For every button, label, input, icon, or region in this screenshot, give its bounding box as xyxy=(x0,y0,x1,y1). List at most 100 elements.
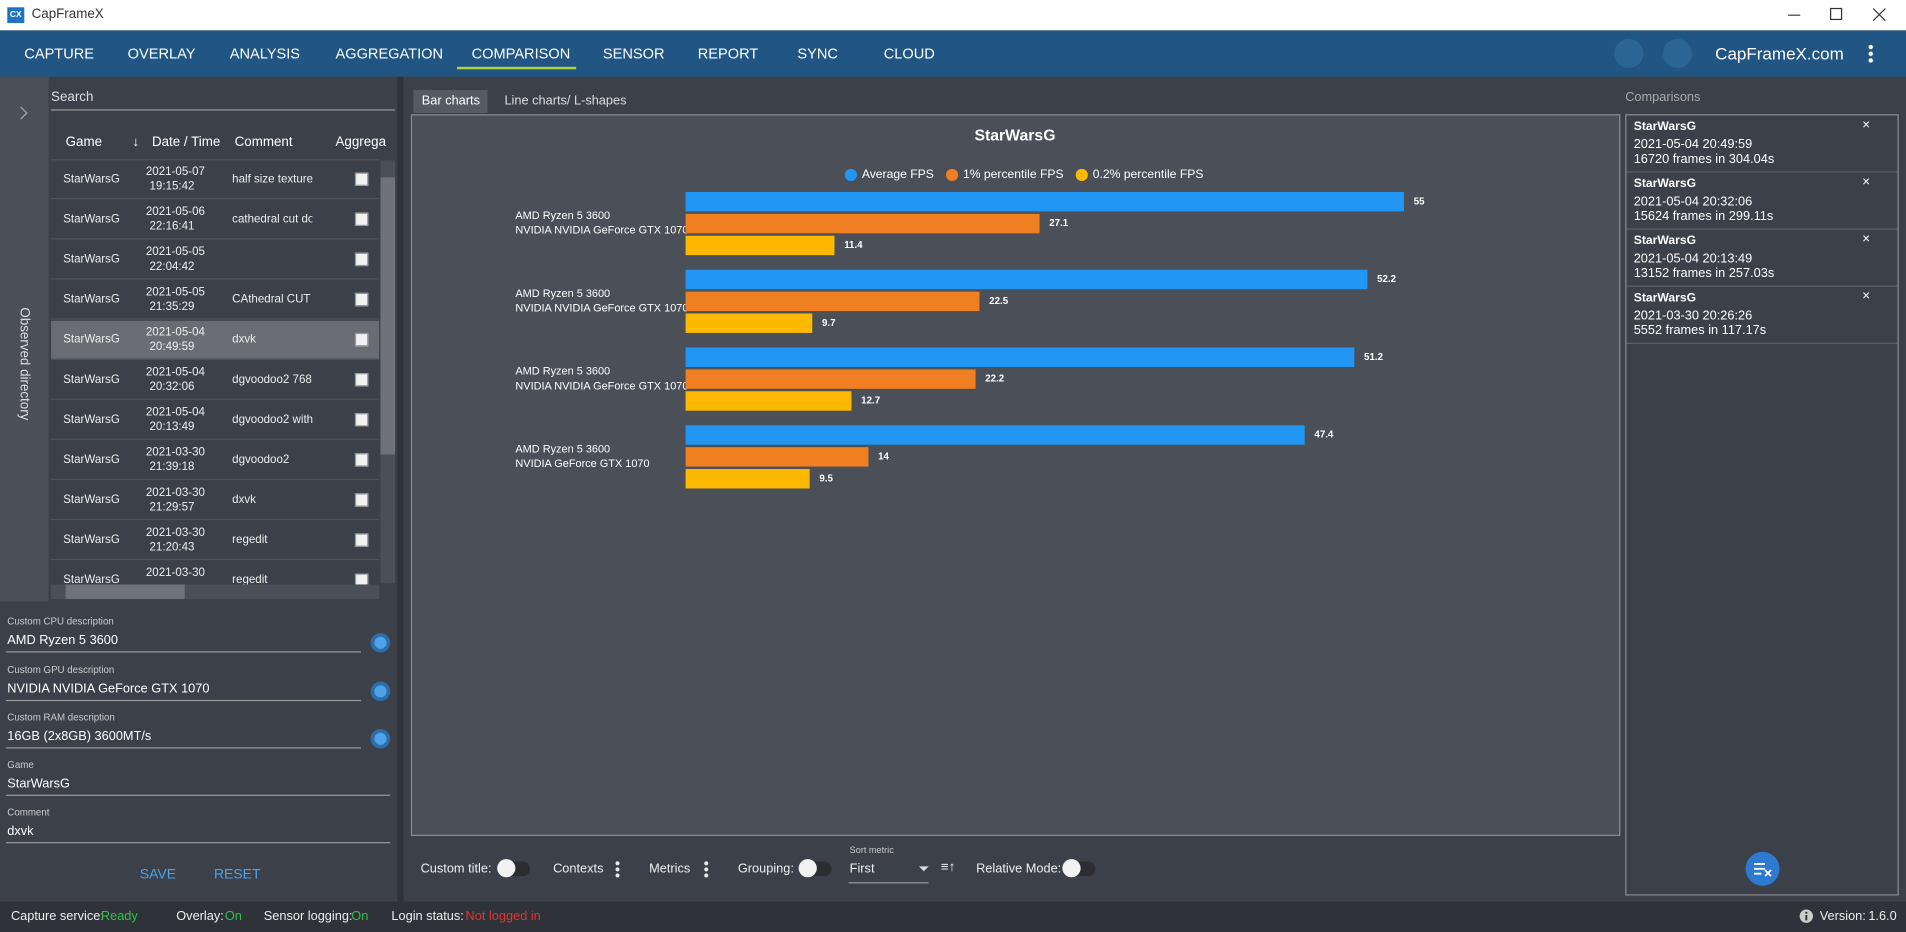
column-header[interactable]: Date / Time xyxy=(151,134,221,150)
record-time: 22:16:41 xyxy=(149,219,195,234)
category-label: NVIDIA NVIDIA GeForce GTX 1070 xyxy=(515,380,688,392)
remove-button[interactable]: × xyxy=(1862,117,1871,133)
field-value[interactable]: NVIDIA NVIDIA GeForce GTX 1070 xyxy=(7,681,210,697)
remove-button[interactable]: × xyxy=(1862,232,1871,247)
v-scrollbar-thumb[interactable] xyxy=(380,177,396,455)
comparison-item[interactable] xyxy=(1626,174,1898,230)
record-checkbox[interactable] xyxy=(354,373,369,387)
h-scrollbar-thumb[interactable] xyxy=(65,584,185,600)
record-time: 21:39:18 xyxy=(149,460,195,474)
record-row[interactable] xyxy=(51,160,380,200)
record-comment: dxvk xyxy=(232,332,256,347)
bar-chart: StarWarsG Average FPS 1% percentile FPS 0.2… xyxy=(515,127,1425,489)
refresh-button[interactable] xyxy=(370,729,391,749)
field-underline xyxy=(6,651,362,653)
field-label: Comment xyxy=(7,806,50,818)
toolbar-button[interactable]: Metrics xyxy=(649,861,691,877)
select-arrow xyxy=(918,866,929,872)
record-row[interactable] xyxy=(51,521,380,561)
refresh-button[interactable] xyxy=(370,633,391,653)
reset-button[interactable]: RESET xyxy=(213,867,261,883)
toolbar-button[interactable]: Contexts xyxy=(553,861,604,877)
comparison-datetime: 2021-05-04 20:13:49 xyxy=(1633,251,1753,267)
nav-bar xyxy=(0,30,1906,77)
nav-tab[interactable]: SYNC xyxy=(797,44,838,62)
bar xyxy=(685,391,852,411)
column-header[interactable]: Aggrega xyxy=(335,134,387,150)
chart-tab[interactable]: Bar charts xyxy=(421,93,480,109)
comparison-item[interactable] xyxy=(1626,117,1898,173)
nav-tab[interactable]: SENSOR xyxy=(602,44,665,62)
sort-label: Sort metric xyxy=(849,844,894,856)
nav-tab[interactable]: COMPARISON xyxy=(471,44,571,62)
bar xyxy=(685,369,976,389)
title-bar xyxy=(0,0,1906,31)
sidebar-expand[interactable] xyxy=(15,104,34,121)
record-checkbox[interactable] xyxy=(354,332,369,347)
search-label: Search xyxy=(51,89,94,105)
nav-tab[interactable]: CLOUD xyxy=(883,44,935,62)
chart-tab[interactable]: Line charts/ L-shapes xyxy=(504,93,627,109)
record-row[interactable] xyxy=(51,481,380,521)
record-checkbox[interactable] xyxy=(354,212,369,227)
kebab[interactable] xyxy=(615,860,620,879)
field-value[interactable]: dxvk xyxy=(7,823,34,839)
field-label: Custom RAM description xyxy=(7,712,115,723)
sort-direction[interactable]: ≡↑ xyxy=(940,860,956,875)
remove-button[interactable]: × xyxy=(1862,289,1871,304)
comparison-frames: 15624 frames in 299.11s xyxy=(1633,208,1774,224)
record-row[interactable] xyxy=(51,360,380,400)
record-checkbox[interactable] xyxy=(354,453,369,467)
field-value[interactable]: StarWarsG xyxy=(7,776,70,792)
field-value[interactable]: AMD Ryzen 5 3600 xyxy=(7,633,118,648)
nav-tab[interactable]: CAPTURE xyxy=(24,44,95,62)
chart-tab-active[interactable] xyxy=(413,89,488,114)
select-underline xyxy=(848,882,929,884)
sidebar-strip xyxy=(0,76,49,602)
sidebar-label[interactable]: Observed directory xyxy=(17,307,32,421)
record-game: StarWarsG xyxy=(63,453,120,467)
nav-tab[interactable]: OVERLAY xyxy=(127,44,196,62)
legend-label: 0.2% percentile FPS xyxy=(1093,167,1204,181)
record-checkbox[interactable] xyxy=(354,493,369,507)
record-comment: dgvoodoo2 xyxy=(232,453,290,467)
site-link[interactable]: CapFrameX.com xyxy=(1715,43,1844,64)
record-row[interactable] xyxy=(51,320,380,360)
remove-button[interactable]: × xyxy=(1862,174,1871,190)
record-checkbox[interactable] xyxy=(354,292,369,307)
comparison-item[interactable] xyxy=(1626,231,1898,287)
field-value[interactable]: 16GB (2x8GB) 3600MT/s xyxy=(7,729,152,744)
more-menu[interactable] xyxy=(1868,43,1874,64)
column-header[interactable]: Comment xyxy=(234,134,293,150)
record-time: 21:20:43 xyxy=(149,540,195,555)
refresh-button[interactable] xyxy=(370,681,391,702)
nav-tab[interactable]: ANALYSIS xyxy=(229,44,301,62)
record-row[interactable] xyxy=(51,400,380,440)
field-underline xyxy=(6,747,362,749)
record-date: 2021-05-04 xyxy=(145,365,205,380)
record-checkbox[interactable] xyxy=(354,533,369,547)
sort-select[interactable]: First xyxy=(849,861,875,877)
status-bar xyxy=(0,901,1906,932)
record-row[interactable] xyxy=(51,200,380,240)
record-checkbox[interactable] xyxy=(354,252,369,267)
record-row[interactable] xyxy=(51,280,380,320)
nav-icon-button[interactable] xyxy=(1614,38,1644,69)
record-game: StarWarsG xyxy=(63,493,120,507)
record-checkbox[interactable] xyxy=(354,172,369,186)
nav-tab[interactable]: AGGREGATION xyxy=(335,44,444,62)
window-controls[interactable] xyxy=(1769,0,1906,30)
record-row[interactable] xyxy=(51,441,380,480)
comparison-item[interactable] xyxy=(1626,288,1898,344)
kebab[interactable] xyxy=(703,860,709,879)
record-comment: half size texture xyxy=(232,172,313,186)
record-row[interactable] xyxy=(51,240,380,280)
column-header[interactable]: Game xyxy=(65,134,103,150)
nav-icon-button[interactable] xyxy=(1662,38,1693,69)
nav-tab[interactable]: REPORT xyxy=(697,44,759,62)
record-game: StarWarsG xyxy=(63,172,120,186)
save-button[interactable]: SAVE xyxy=(139,867,177,883)
record-comment: dxvk xyxy=(232,493,256,507)
record-checkbox[interactable] xyxy=(354,413,369,427)
field-underline xyxy=(6,794,391,796)
